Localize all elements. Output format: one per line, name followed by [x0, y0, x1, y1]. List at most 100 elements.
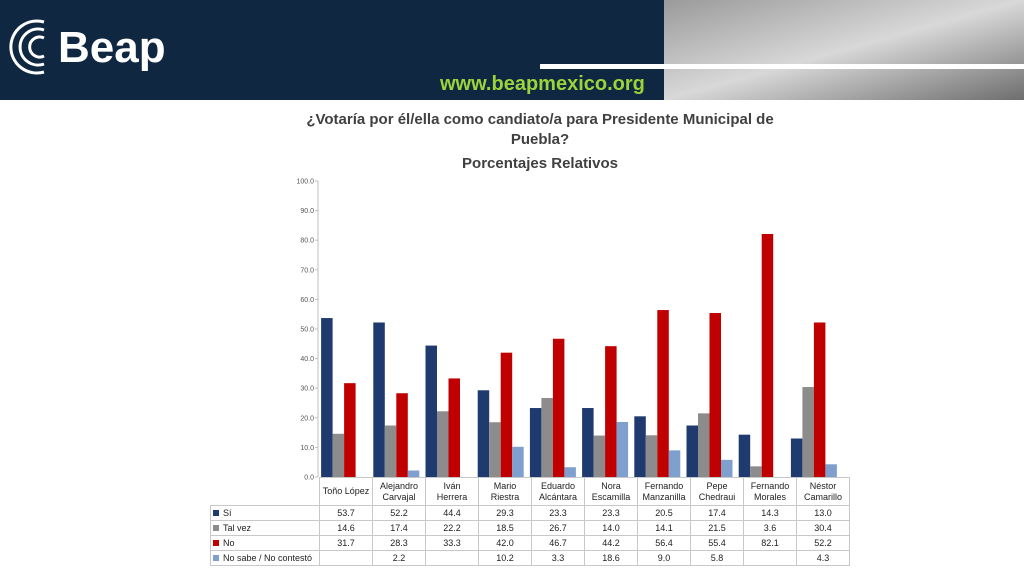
value-cell: 3.6: [743, 520, 797, 536]
value-cell: 23.3: [584, 505, 638, 521]
x-tick-label: Pepe Chedraui: [690, 477, 744, 506]
y-tick-label: 70.0: [300, 267, 314, 274]
value-cell: 22.2: [425, 520, 479, 536]
value-cell: 23.3: [531, 505, 585, 521]
y-tick-label: 0.0: [304, 475, 314, 482]
bar: [813, 322, 826, 477]
logo: Beap: [58, 23, 166, 72]
bar: [634, 416, 646, 477]
value-cell: 21.5: [690, 520, 744, 536]
legend-swatch: [213, 555, 219, 561]
bar: [552, 338, 565, 477]
legend-label: No sabe / No contestó: [223, 553, 313, 563]
legend-label: Sí: [223, 508, 232, 518]
bar: [668, 450, 681, 477]
legend-label: Tal vez: [223, 523, 252, 533]
value-cell: 56.4: [637, 535, 691, 551]
value-cell: 42.0: [478, 535, 532, 551]
bar: [541, 397, 553, 477]
y-tick-label: 30.0: [300, 386, 314, 393]
legend-label: No: [223, 538, 235, 548]
bar: [802, 387, 814, 477]
bar: [593, 435, 606, 477]
x-tick-label: Néstor Camarillo: [796, 477, 850, 506]
value-cell: 20.5: [637, 505, 691, 521]
value-cell: 14.1: [637, 520, 691, 536]
value-cell: 9.0: [637, 550, 691, 566]
y-tick-label: 80.0: [300, 238, 314, 245]
value-cell: 28.3: [372, 535, 426, 551]
value-cell: 52.2: [796, 535, 850, 551]
value-cell: 10.2: [478, 550, 532, 566]
value-cell: 44.2: [584, 535, 638, 551]
value-cell: 29.3: [478, 505, 532, 521]
bar: [605, 346, 617, 477]
bar: [698, 413, 710, 477]
value-cell: 4.3: [796, 550, 850, 566]
y-tick-label: 40.0: [300, 356, 314, 363]
x-tick-label: Fernando Manzanilla: [637, 477, 691, 506]
data-row: Tal vez 14.6 17.4 22.2 18.5 26.7 14.0 14.1 21.5 3…: [210, 520, 850, 536]
y-tick-label: 20.0: [300, 415, 314, 422]
legend-swatch: [213, 510, 219, 516]
value-cell: 17.4: [690, 505, 744, 521]
value-cell: 46.7: [531, 535, 585, 551]
data-table: Toño López Alejandro Carvajal Iván Herrera…: [210, 477, 850, 566]
y-tick-label: 10.0: [300, 445, 314, 452]
value-cell: 14.6: [319, 520, 373, 536]
value-cell: 30.4: [796, 520, 850, 536]
bar: [709, 313, 721, 477]
header-photo: [664, 0, 1024, 100]
bar: [790, 438, 803, 477]
bar: [825, 464, 837, 477]
chart-title: ¿Votaría por él/ella como candiato/a par…: [306, 111, 774, 148]
bar: [721, 459, 733, 477]
bar: [396, 393, 408, 477]
bar: [384, 425, 397, 477]
x-tick-label: Fernando Morales: [743, 477, 797, 506]
value-cell: 14.0: [584, 520, 638, 536]
legend-entry: Sí: [210, 505, 320, 521]
value-cell: 14.3: [743, 505, 797, 521]
value-cell: 18.6: [584, 550, 638, 566]
x-tick-label: Nora Escamilla: [584, 477, 638, 506]
data-row: No sabe / No contestó 2.2 10.2 3.3 18.6 9.0 5.…: [210, 550, 850, 566]
value-cell: 26.7: [531, 520, 585, 536]
x-tick-label: Eduardo Alcántara: [531, 477, 585, 506]
x-tick-label: Toño López: [319, 477, 373, 506]
value-cell: 17.4: [372, 520, 426, 536]
y-tick-label: 60.0: [300, 297, 314, 304]
bar: [425, 345, 437, 477]
data-row: No 31.7 28.3 33.3 42.0 46.7 44.2 56.4 55.4 82.1 52…: [210, 535, 850, 551]
x-tick-label: Iván Herrera: [425, 477, 479, 506]
bar: [332, 433, 345, 477]
value-cell: 55.4: [690, 535, 744, 551]
logo-mark: [9, 19, 45, 75]
bar: [477, 390, 490, 477]
value-cell: 3.3: [531, 550, 585, 566]
bar: [500, 352, 513, 477]
bar: [750, 466, 762, 477]
bar: [761, 233, 774, 477]
value-cell: 44.4: [425, 505, 479, 521]
y-tick-label: 90.0: [300, 208, 314, 215]
header-rule: [540, 64, 1024, 69]
bar: [373, 322, 385, 477]
bar: [321, 318, 333, 477]
header-row: Toño López Alejandro Carvajal Iván Herrera…: [211, 477, 850, 506]
bar: [448, 378, 460, 477]
legend-entry: No: [210, 535, 320, 551]
bar: [738, 434, 751, 477]
legend-entry: Tal vez: [210, 520, 320, 536]
bar: [686, 425, 698, 477]
bar: [407, 470, 420, 477]
value-cell: 33.3: [425, 535, 479, 551]
value-cell: 82.1: [743, 535, 797, 551]
value-cell: [743, 550, 797, 566]
bar: [657, 310, 669, 477]
bar: [529, 408, 542, 477]
data-row: Sí 53.7 52.2 44.4 29.3 23.3 23.3 20.5 17.4 14.3 13…: [210, 505, 850, 521]
bar: [512, 446, 524, 477]
chart-subtitle: Porcentajes Relativos: [462, 155, 618, 172]
